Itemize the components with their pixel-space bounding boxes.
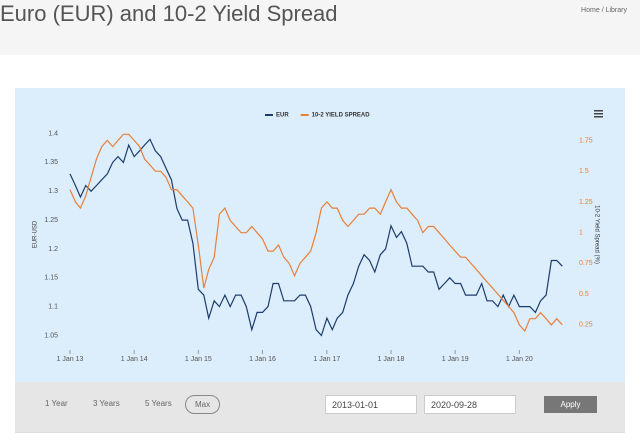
menu-icon[interactable] (594, 110, 603, 118)
range-max[interactable]: Max (185, 395, 221, 414)
y2-tick-label: 0.25 (579, 322, 593, 329)
range-1y[interactable]: 1 Year (45, 399, 68, 408)
legend-label: EUR (276, 113, 289, 119)
series-line (69, 138, 563, 337)
x-tick-label: 1 Jan 17 (313, 356, 340, 363)
x-tick-label: 1 Jan 19 (442, 356, 469, 363)
header: Euro (EUR) and 10-2 Yield Spread Home / … (0, 0, 640, 55)
y-tick-label: 1.1 (48, 303, 58, 310)
x-tick-label: 1 Jan 18 (378, 356, 405, 363)
x-tick-label: 1 Jan 14 (121, 356, 148, 363)
range-5y[interactable]: 5 Years (145, 399, 172, 408)
x-tick-label: 1 Jan 16 (249, 356, 276, 363)
breadcrumb: Home / Library (581, 7, 627, 14)
y-tick-label: 1.4 (48, 130, 58, 137)
range-3y[interactable]: 3 Years (93, 399, 120, 408)
end-date[interactable]: 2020-09-28 (424, 395, 516, 414)
chart: 1.051.11.151.21.251.31.351.40.250.50.751… (15, 88, 625, 382)
x-tick-label: 1 Jan 20 (506, 356, 533, 363)
chart-background (15, 88, 625, 382)
crumb-library[interactable]: Library (605, 7, 627, 14)
y2-tick-label: 0.75 (579, 260, 593, 267)
legend-label: 10-2 YIELD SPREAD (312, 113, 371, 119)
y-tick-label: 1.2 (48, 246, 58, 253)
x-tick-label: 1 Jan 13 (57, 356, 84, 363)
page-title: Euro (EUR) and 10-2 Yield Spread (0, 1, 338, 26)
y2-tick-label: 1.75 (579, 137, 593, 144)
y2-tick-label: 0.5 (579, 291, 589, 298)
y2-tick-label: 1.25 (579, 199, 593, 206)
y-axis-label: EUR-USD (33, 220, 39, 248)
series-line (69, 133, 563, 333)
y-tick-label: 1.05 (44, 332, 58, 339)
controls: 1 Year 3 Years 5 Years Max 2013-01-01 20… (15, 382, 625, 432)
crumb-sep: / (601, 7, 604, 14)
x-tick-label: 1 Jan 15 (185, 356, 212, 363)
crumb-home[interactable]: Home (581, 7, 600, 14)
start-date[interactable]: 2013-01-01 (325, 395, 417, 414)
y2-tick-label: 1.5 (579, 168, 589, 175)
y-tick-label: 1.25 (44, 217, 58, 224)
y-tick-label: 1.15 (44, 275, 58, 282)
y2-axis-label: 10-2 Yield Spread (%) (593, 205, 599, 264)
y-tick-label: 1.3 (48, 188, 58, 195)
y-tick-label: 1.35 (44, 159, 58, 166)
y2-tick-label: 1 (579, 229, 583, 236)
apply-button[interactable]: Apply (544, 396, 597, 413)
